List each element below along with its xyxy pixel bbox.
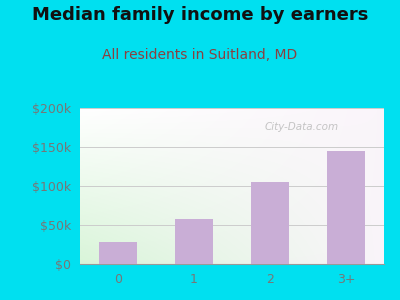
Text: All residents in Suitland, MD: All residents in Suitland, MD xyxy=(102,48,298,62)
Bar xyxy=(251,182,289,264)
Bar xyxy=(175,219,213,264)
Text: Median family income by earners: Median family income by earners xyxy=(32,6,368,24)
Text: City-Data.com: City-Data.com xyxy=(265,122,339,132)
Bar xyxy=(327,151,365,264)
Bar xyxy=(99,242,137,264)
